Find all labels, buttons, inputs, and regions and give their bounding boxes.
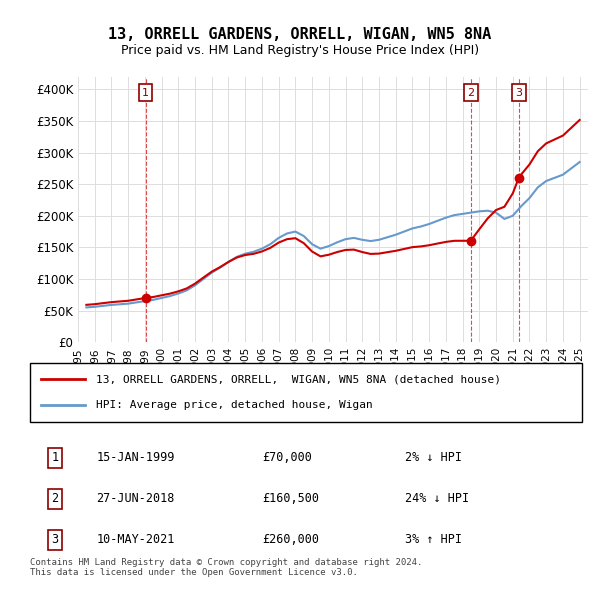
Text: HPI: Average price, detached house, Wigan: HPI: Average price, detached house, Wiga… xyxy=(96,401,373,410)
Text: £160,500: £160,500 xyxy=(262,492,319,506)
Text: Price paid vs. HM Land Registry's House Price Index (HPI): Price paid vs. HM Land Registry's House … xyxy=(121,44,479,57)
Text: 13, ORRELL GARDENS, ORRELL,  WIGAN, WN5 8NA (detached house): 13, ORRELL GARDENS, ORRELL, WIGAN, WN5 8… xyxy=(96,375,501,384)
Text: 27-JUN-2018: 27-JUN-2018 xyxy=(96,492,175,506)
Text: 2: 2 xyxy=(467,87,475,97)
Text: £260,000: £260,000 xyxy=(262,533,319,546)
Text: 15-JAN-1999: 15-JAN-1999 xyxy=(96,451,175,464)
Text: 2% ↓ HPI: 2% ↓ HPI xyxy=(406,451,463,464)
Text: 13, ORRELL GARDENS, ORRELL, WIGAN, WN5 8NA: 13, ORRELL GARDENS, ORRELL, WIGAN, WN5 8… xyxy=(109,27,491,41)
Text: 1: 1 xyxy=(51,451,58,464)
Text: 2: 2 xyxy=(51,492,58,506)
Text: 1: 1 xyxy=(142,87,149,97)
Text: £70,000: £70,000 xyxy=(262,451,312,464)
Text: 24% ↓ HPI: 24% ↓ HPI xyxy=(406,492,469,506)
FancyBboxPatch shape xyxy=(30,363,582,422)
Text: 3% ↑ HPI: 3% ↑ HPI xyxy=(406,533,463,546)
Text: 10-MAY-2021: 10-MAY-2021 xyxy=(96,533,175,546)
Text: 3: 3 xyxy=(515,87,522,97)
Text: Contains HM Land Registry data © Crown copyright and database right 2024.
This d: Contains HM Land Registry data © Crown c… xyxy=(30,558,422,577)
Text: 3: 3 xyxy=(51,533,58,546)
